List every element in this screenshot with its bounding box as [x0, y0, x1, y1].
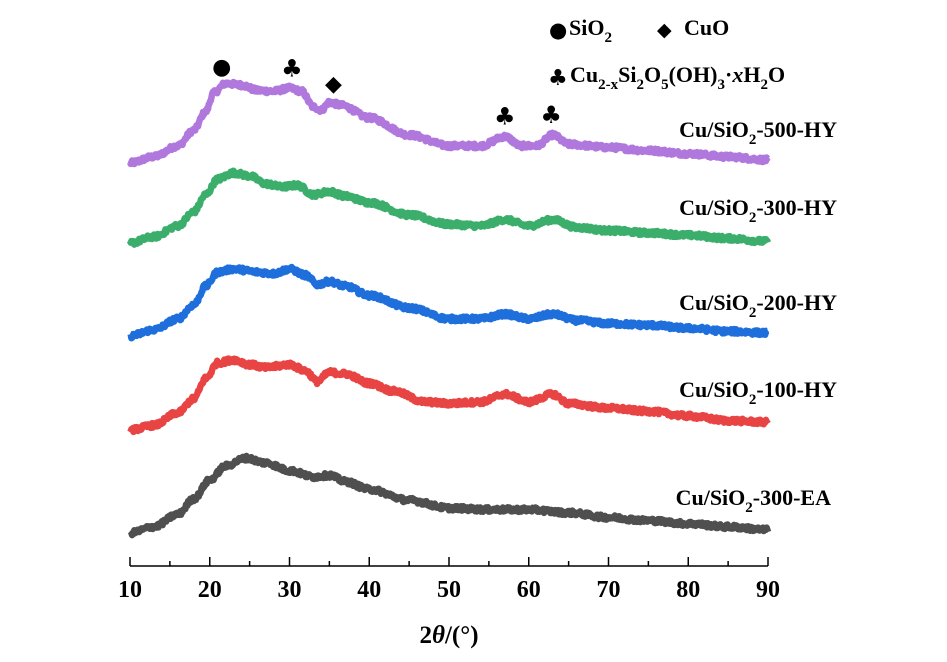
peak-marker-club-icon: ♣ [494, 103, 516, 131]
x-tick-label: 30 [278, 577, 302, 603]
peak-marker-circle-icon: ● [212, 55, 231, 80]
series-layer [126, 78, 772, 539]
x-axis: 10 20 30 40 50 60 70 80 90 2θ/(°) [118, 557, 780, 649]
x-axis-title: 2θ/(°) [419, 622, 478, 649]
series-line-cu-sio2-300-hy [126, 167, 772, 248]
series-label-100-hy: Cu/SiO2-100-HY [679, 377, 837, 408]
series-line-cu-sio2-300-ea [127, 452, 772, 539]
x-tick-label: 50 [437, 577, 461, 603]
legend-label-copper-silicate: Cu2-xSi2O5(OH)3·xH2O [570, 62, 785, 93]
legend-diamond-icon: ◆ [657, 19, 672, 41]
peak-marker-club-icon: ♣ [540, 101, 562, 129]
series-labels: Cu/SiO2-500-HY Cu/SiO2-300-HY Cu/SiO2-20… [676, 117, 838, 516]
x-axis-ticks: 10 20 30 40 50 60 70 80 90 [118, 557, 780, 603]
x-tick-label: 90 [756, 577, 780, 603]
peak-marker-club-icon: ♣ [281, 54, 303, 82]
legend-circle-icon: ● [549, 18, 567, 42]
legend-label-cuo: CuO [684, 15, 729, 40]
legend: ● SiO2 ◆ CuO ♣ Cu2-xSi2O5(OH)3·xH2O [548, 15, 785, 93]
legend-label-sio2: SiO2 [569, 15, 612, 46]
x-tick-label: 10 [118, 577, 142, 603]
peak-marker-diamond-icon: ◆ [325, 72, 342, 97]
x-tick-label: 20 [198, 577, 222, 603]
series-label-300-ea: Cu/SiO2-300-EA [676, 485, 832, 516]
series-line-cu-sio2-200-hy [127, 263, 771, 342]
series-label-500-hy: Cu/SiO2-500-HY [679, 117, 837, 148]
x-tick-label: 40 [357, 577, 381, 603]
x-tick-label: 70 [597, 577, 621, 603]
series-line-cu-sio2-100-hy [127, 355, 771, 436]
x-tick-label: 80 [676, 577, 700, 603]
series-label-200-hy: Cu/SiO2-200-HY [679, 290, 837, 321]
series-line-cu-sio2-500-hy [127, 78, 771, 168]
series-label-300-hy: Cu/SiO2-300-HY [679, 195, 837, 226]
x-tick-label: 60 [517, 577, 541, 603]
legend-club-icon: ♣ [548, 66, 568, 91]
peak-markers: ● ♣ ◆ ♣ ♣ [212, 54, 562, 130]
